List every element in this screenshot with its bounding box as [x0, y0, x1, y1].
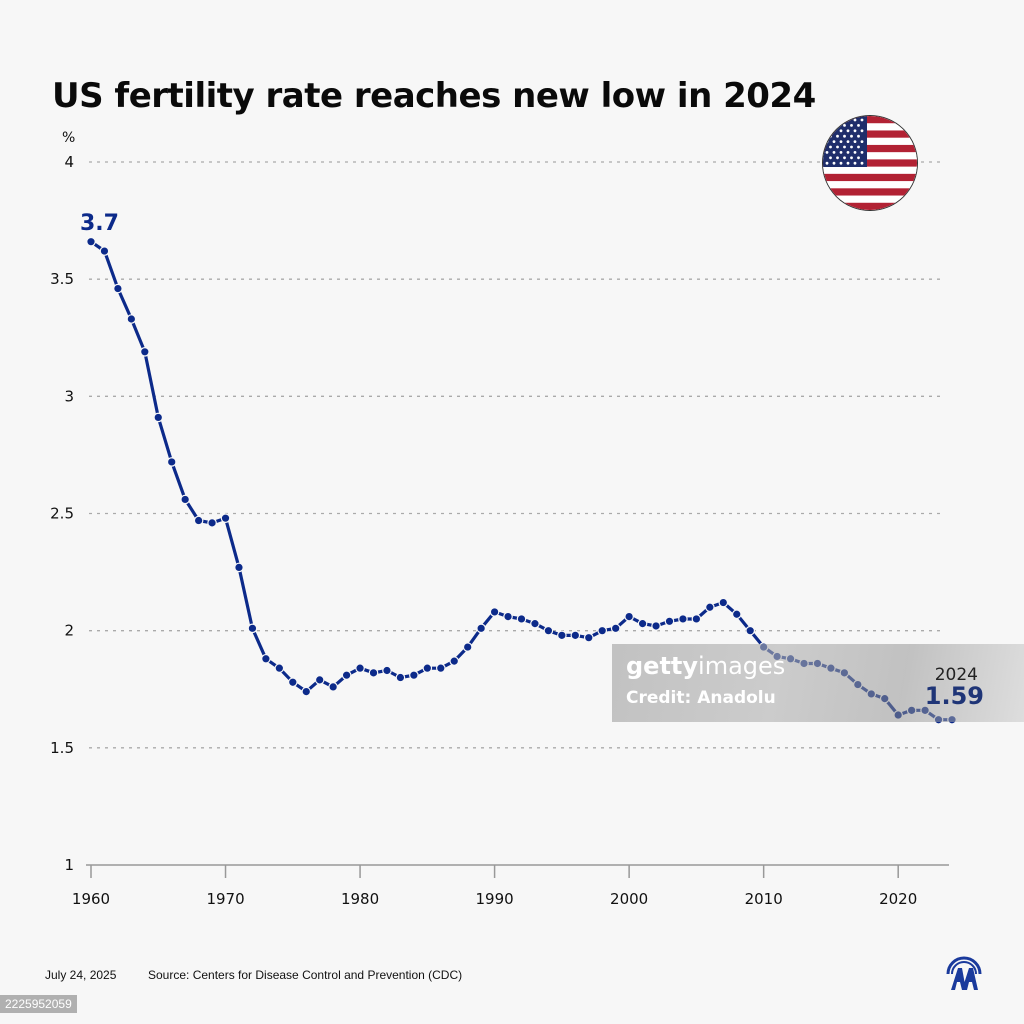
data-point-2003 — [664, 616, 675, 627]
data-point-2005 — [691, 614, 702, 624]
x-axis-labels: 1960 1970 1980 1990 2000 2010 2020 — [72, 890, 917, 908]
start-value-label: 3.7 — [80, 211, 119, 236]
data-point-1975 — [287, 677, 298, 688]
data-point-2008 — [731, 609, 742, 620]
data-point-1994 — [543, 625, 554, 636]
data-point-1997 — [583, 632, 594, 643]
x-axis — [86, 864, 949, 878]
data-point-1960 — [86, 236, 96, 247]
anadolu-agency-logo-icon — [946, 956, 982, 990]
data-point-1973 — [261, 653, 271, 664]
y-tick-label: 3.5 — [50, 270, 74, 288]
data-point-1980 — [355, 663, 365, 673]
data-point-2007 — [718, 597, 729, 608]
data-point-1967 — [180, 494, 190, 505]
data-point-1974 — [274, 663, 285, 673]
data-point-2006 — [705, 602, 715, 613]
x-tick-label: 2020 — [879, 890, 917, 908]
data-point-1998 — [597, 625, 608, 636]
data-point-1968 — [193, 515, 204, 526]
data-point-1993 — [530, 618, 540, 629]
data-point-1996 — [570, 630, 581, 641]
x-tick-label: 2010 — [745, 890, 783, 908]
data-point-1986 — [435, 663, 446, 673]
image-id: 2225952059 — [0, 995, 77, 1013]
x-tick-label: 1990 — [476, 890, 514, 908]
y-tick-label: 3 — [64, 387, 74, 405]
data-point-1966 — [166, 457, 177, 467]
data-point-1964 — [140, 347, 150, 357]
data-point-2009 — [745, 625, 756, 636]
us-flag-icon — [822, 115, 918, 211]
data-point-1970 — [220, 513, 231, 523]
data-point-2001 — [637, 618, 648, 629]
data-point-1984 — [409, 670, 419, 680]
photo-credit: Credit: Anadolu — [626, 688, 776, 708]
data-point-1985 — [422, 663, 433, 673]
data-point-2000 — [624, 611, 634, 622]
data-point-1988 — [462, 642, 473, 652]
y-tick-label: 1 — [64, 856, 74, 874]
data-point-1965 — [153, 412, 164, 423]
y-axis-unit-label: % — [62, 130, 75, 146]
y-tick-label: 2.5 — [50, 505, 74, 523]
getty-logo: gettyimages — [626, 652, 786, 680]
x-tick-label: 1980 — [341, 890, 379, 908]
data-point-1978 — [328, 682, 338, 692]
data-point-1999 — [610, 623, 621, 634]
data-point-1992 — [516, 614, 527, 624]
data-point-1981 — [368, 668, 379, 678]
data-point-1979 — [341, 670, 352, 680]
data-point-1969 — [207, 518, 217, 528]
publish-date: July 24, 2025 — [45, 968, 117, 982]
data-point-1987 — [449, 656, 460, 666]
data-point-1989 — [476, 623, 486, 634]
getty-watermark: gettyimages Credit: Anadolu — [612, 644, 1024, 722]
data-point-1990 — [489, 607, 500, 617]
data-point-1971 — [234, 562, 244, 573]
x-tick-label: 1970 — [206, 890, 244, 908]
data-point-2004 — [678, 614, 688, 624]
data-point-1977 — [314, 675, 325, 685]
chart-title: US fertility rate reaches new low in 202… — [52, 76, 816, 116]
data-point-1983 — [395, 672, 406, 683]
data-point-1991 — [503, 611, 513, 622]
x-tick-label: 1960 — [72, 890, 110, 908]
y-tick-label: 2 — [64, 622, 74, 640]
data-point-1962 — [113, 283, 123, 294]
data-point-2002 — [651, 621, 661, 631]
data-point-1982 — [382, 665, 392, 676]
source-note: Source: Centers for Disease Control and … — [148, 968, 463, 982]
data-point-1976 — [301, 686, 312, 697]
data-point-1961 — [99, 246, 110, 256]
data-point-1972 — [247, 623, 258, 634]
x-tick-label: 2000 — [610, 890, 648, 908]
y-axis: 1 1.5 2 2.5 3 3.5 4 — [50, 153, 74, 874]
data-point-1995 — [557, 630, 567, 641]
data-point-1963 — [126, 314, 137, 324]
y-tick-label: 1.5 — [50, 739, 74, 757]
gridlines — [89, 161, 945, 749]
y-tick-label: 4 — [64, 153, 74, 171]
